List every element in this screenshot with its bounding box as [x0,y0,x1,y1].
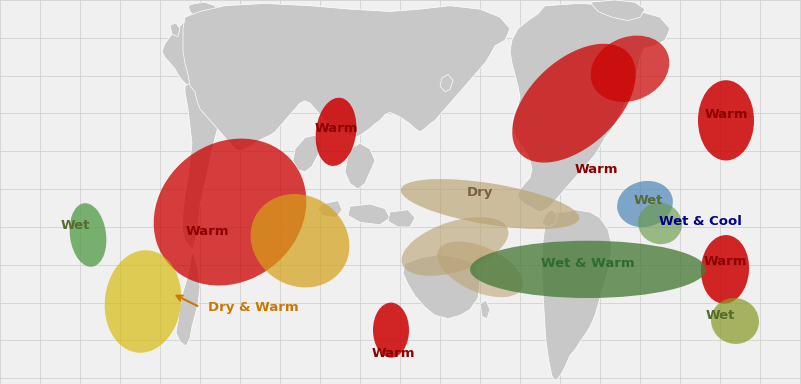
Ellipse shape [373,303,409,358]
Text: Warm: Warm [703,255,747,268]
Text: Warm: Warm [314,122,358,135]
Polygon shape [590,0,645,21]
Ellipse shape [513,44,636,162]
Polygon shape [542,210,558,227]
Polygon shape [293,135,320,172]
Ellipse shape [698,80,754,161]
Polygon shape [188,2,218,25]
Ellipse shape [251,194,349,287]
Text: Wet: Wet [634,194,662,207]
Polygon shape [162,6,240,94]
Ellipse shape [401,217,509,276]
Ellipse shape [638,203,682,244]
Polygon shape [170,23,180,37]
Ellipse shape [701,235,749,304]
Polygon shape [318,200,342,218]
Text: Wet: Wet [60,219,90,232]
Polygon shape [345,143,375,189]
Text: Warm: Warm [574,163,618,176]
Text: Warm: Warm [704,108,748,121]
Polygon shape [510,3,670,212]
Ellipse shape [617,181,673,227]
Ellipse shape [711,298,759,344]
Text: Warm: Warm [371,346,415,359]
Polygon shape [183,3,510,151]
Text: Wet: Wet [706,309,735,322]
Polygon shape [388,210,415,227]
Polygon shape [403,255,480,319]
Text: Warm: Warm [185,225,229,238]
Polygon shape [176,78,225,346]
Ellipse shape [70,203,107,267]
Polygon shape [348,204,390,225]
Text: Wet & Cool: Wet & Cool [658,215,742,228]
Text: Dry: Dry [467,186,493,199]
Ellipse shape [470,241,706,298]
Ellipse shape [316,98,356,166]
Polygon shape [480,300,490,319]
Polygon shape [440,74,453,92]
Polygon shape [542,210,612,381]
Text: Wet & Warm: Wet & Warm [541,257,635,270]
Ellipse shape [154,139,306,286]
Ellipse shape [105,250,181,353]
Text: Dry & Warm: Dry & Warm [208,301,299,314]
Ellipse shape [437,242,523,297]
Ellipse shape [590,36,670,102]
Ellipse shape [400,179,579,229]
